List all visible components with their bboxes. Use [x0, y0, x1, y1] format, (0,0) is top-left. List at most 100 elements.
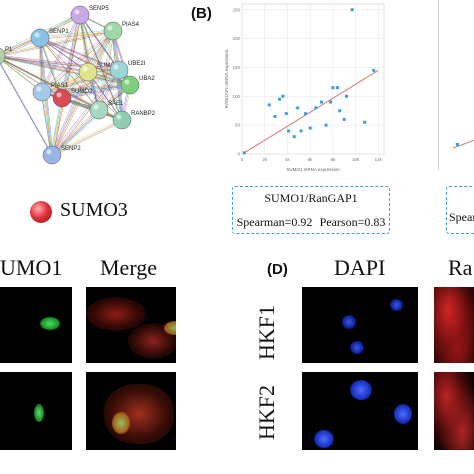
network-edge	[52, 73, 90, 157]
col-label-sumo1: UMO1	[0, 255, 63, 280]
x-tick-label: 6k	[308, 157, 314, 162]
y-tick-label: 250	[232, 7, 240, 12]
node-highlight	[36, 86, 42, 92]
regression-line	[244, 69, 379, 154]
network-node-label: PIAS1	[51, 83, 69, 89]
node-highlight	[116, 114, 122, 120]
protein-network: SENP5 PIAS4 SENP1 P1 SUMO2 UBE2I UBA2 PIAS1SUMO…	[0, 5, 156, 165]
network-edge	[51, 71, 89, 156]
scatter-chart: 0 2k 4k 6k 8k 10k 12k 0 50 100 150 200 250 SUMO1 mR…	[224, 3, 385, 172]
network-edge	[51, 97, 63, 156]
data-points	[242, 8, 376, 155]
spearman-partial: Spear	[449, 210, 474, 224]
network-node	[112, 110, 132, 130]
network-edge	[51, 109, 100, 156]
network-node	[78, 62, 98, 82]
network-edge	[51, 119, 123, 156]
network-edge	[87, 71, 123, 121]
col-label-merge: Merge	[100, 255, 158, 280]
blue-nucleus	[350, 380, 372, 400]
scatter-point	[308, 126, 312, 130]
network-edge	[63, 85, 132, 100]
x-tick-label: 4k	[285, 157, 291, 162]
x-axis-label: SUMO1 mRNA expression	[286, 167, 340, 172]
sumo3-legend-ball	[30, 201, 52, 223]
network-edge	[0, 29, 112, 55]
blue-nucleus	[394, 404, 412, 424]
node-highlight	[46, 149, 52, 155]
network-edge	[40, 83, 129, 92]
network-edge	[0, 57, 132, 87]
network-edge	[41, 30, 114, 93]
network-edge	[52, 32, 115, 157]
network-edge	[0, 57, 121, 72]
network-edge	[0, 63, 52, 155]
network-node-label: SENP2	[61, 146, 81, 152]
partial-chart-right	[438, 0, 474, 170]
blue-nucleus	[390, 299, 403, 311]
network-edge	[41, 69, 120, 93]
network-node	[52, 88, 72, 108]
network-node	[42, 145, 62, 165]
partial-chart-svg	[452, 139, 474, 149]
node-highlight	[34, 32, 40, 38]
scatter-point	[320, 100, 324, 104]
network-edge	[0, 62, 53, 156]
network-edge	[0, 56, 131, 86]
grid-lines	[241, 4, 384, 155]
y-tick-label: 100	[232, 94, 240, 99]
y-axis-label: RANGAP1 mRNA expression	[224, 49, 229, 108]
network-edge	[40, 68, 118, 92]
scatter-point	[342, 117, 346, 121]
network-node	[120, 75, 140, 95]
network-edge	[39, 37, 120, 71]
x-tick-labels: 0 2k 4k 6k 8k 10k 12k	[241, 157, 383, 162]
network-node	[0, 47, 6, 65]
scatter-point	[273, 115, 277, 118]
network-edge	[41, 14, 81, 93]
network-edge	[50, 29, 113, 154]
network-edge	[0, 55, 118, 70]
y-tick-label: 50	[235, 123, 241, 128]
scatter-point	[304, 112, 308, 116]
scatter-point	[277, 97, 281, 101]
network-edge	[52, 120, 124, 157]
image-dapi-hkf1	[302, 287, 418, 363]
node-highlight	[74, 9, 80, 15]
x-tick-label: 2k	[262, 157, 268, 162]
network-edge	[0, 30, 114, 56]
network-node	[30, 28, 50, 48]
y-tick-label: 150	[232, 65, 240, 70]
network-node	[32, 82, 52, 102]
correlation-title: SUMO1/RanGAP1	[264, 191, 358, 205]
scatter-point	[287, 129, 291, 133]
node-highlight	[93, 104, 99, 110]
node-highlight	[82, 66, 88, 72]
network-edge	[41, 38, 121, 72]
network-edge	[0, 31, 115, 57]
x-tick-label: 12k	[375, 157, 383, 162]
network-node	[109, 60, 129, 80]
network-edge	[60, 83, 129, 98]
network-node-label: SUMO2	[97, 63, 119, 69]
col-label-rangap1: Ra	[448, 255, 473, 280]
network-edge	[42, 93, 54, 157]
network-edge	[0, 56, 120, 71]
network-node-label: UBA2	[139, 76, 155, 82]
network-edge	[61, 69, 120, 99]
blue-nucleus	[314, 430, 334, 448]
y-tick-labels: 0 50 100 150 200 250	[232, 7, 240, 156]
scatter-point	[324, 123, 328, 127]
network-edge	[98, 30, 114, 111]
scatter-point	[372, 68, 376, 72]
network-edge	[51, 69, 120, 156]
partial-point	[456, 143, 459, 146]
network-edge	[38, 36, 118, 70]
network-edge	[79, 14, 100, 111]
network-edge	[50, 118, 122, 155]
network-edge	[52, 85, 132, 157]
network-edge	[0, 57, 99, 110]
network-node-label: SENP5	[89, 6, 109, 12]
node-highlight	[56, 92, 62, 98]
scatter-point	[284, 112, 288, 116]
